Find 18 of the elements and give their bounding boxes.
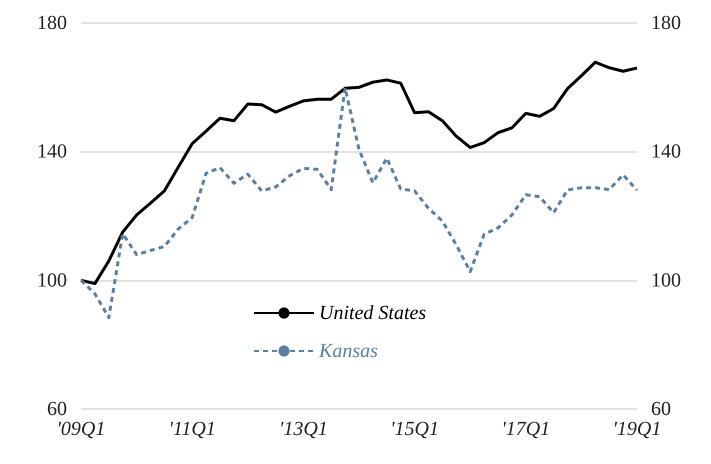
- line-series: [80, 86, 638, 320]
- y-tick-label: 180: [37, 12, 67, 34]
- y2-tick-label: 140: [651, 140, 681, 163]
- x-tick-label: '13Q1: [279, 418, 328, 440]
- y2-tick-label: 180: [651, 12, 681, 34]
- y-tick-label: 140: [37, 140, 67, 163]
- y-tick-label: 100: [37, 269, 67, 292]
- y-tick-label: 60: [47, 398, 67, 420]
- legend-label: United States: [319, 302, 426, 324]
- x-tick-label: '15Q1: [390, 418, 439, 440]
- x-tick-label: '19Q1: [612, 418, 662, 440]
- x-tick-label: '09Q1: [56, 418, 106, 440]
- x-tick-label: '11Q1: [168, 418, 216, 440]
- legend-label: Kansas: [318, 340, 378, 362]
- x-tick-label: '17Q1: [501, 418, 550, 440]
- y2-tick-label: 100: [651, 269, 681, 292]
- line-series: [80, 60, 638, 286]
- y2-tick-label: 60: [651, 398, 671, 420]
